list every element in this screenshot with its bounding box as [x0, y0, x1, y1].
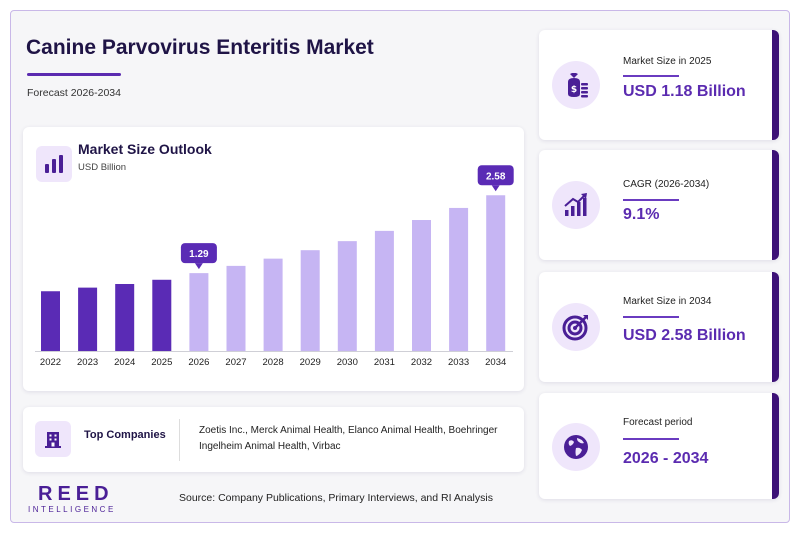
growth-chart-icon — [552, 181, 600, 229]
bar-2033 — [449, 207, 469, 351]
x-tick-label-2032: 2032 — [411, 357, 432, 368]
companies-list: Zoetis Inc., Merck Animal Health, Elanco… — [199, 425, 498, 452]
x-tick-label-2026: 2026 — [188, 357, 209, 368]
logo-tagline: INTELLIGENCE — [28, 505, 116, 514]
companies-card: Top Companies Zoetis Inc., Merck Animal … — [23, 407, 524, 472]
chart-title: Market Size Outlook — [78, 141, 212, 157]
companies-divider — [179, 419, 180, 461]
bar-2031 — [374, 230, 394, 351]
source-note: Source: Company Publications, Primary In… — [179, 492, 493, 504]
x-tick-label-2030: 2030 — [337, 357, 358, 368]
x-tick-label-2028: 2028 — [263, 357, 284, 368]
kpi-value: 9.1% — [623, 206, 660, 223]
data-label-2034: 2.58 — [477, 165, 514, 192]
svg-text:1.29: 1.29 — [189, 249, 209, 260]
globe-icon — [552, 423, 600, 471]
x-tick-label-2024: 2024 — [114, 357, 135, 368]
kpi-divider — [623, 75, 679, 77]
x-tick-label-2022: 2022 — [40, 357, 61, 368]
bar-2023 — [78, 287, 98, 351]
companies-title: Top Companies — [84, 429, 166, 441]
bar-2028 — [263, 258, 283, 351]
bar-2030 — [337, 241, 357, 351]
x-tick-label-2027: 2027 — [225, 357, 246, 368]
kpi-label: Market Size in 2034 — [623, 296, 712, 307]
bar-2026 — [189, 273, 209, 351]
bar-2025 — [152, 279, 172, 351]
bar-2029 — [300, 250, 320, 351]
kpi-value: 2026 - 2034 — [623, 450, 709, 467]
bar-chart: 2022 2023 2024 2025 2026 2027 2028 2029 2030 2031… — [35, 165, 514, 368]
x-tick-label-2033: 2033 — [448, 357, 469, 368]
bar-2022 — [41, 291, 60, 351]
chart-card: Market Size Outlook USD Billion 2022 2023… — [23, 127, 524, 391]
svg-text:2.58: 2.58 — [486, 171, 506, 182]
kpi-label: Forecast period — [623, 417, 693, 428]
bar-2027 — [226, 265, 246, 351]
money-bag-icon: $ — [552, 61, 600, 109]
data-label-2026: 1.29 — [180, 243, 217, 270]
x-tick-label-2031: 2031 — [374, 357, 395, 368]
bar-2034 — [486, 195, 506, 351]
kpi-value: USD 1.18 Billion — [623, 83, 746, 100]
chart-unit: USD Billion — [78, 162, 127, 173]
kpi-card-market-size-2025: $ Market Size in 2025 USD 1.18 Billion — [539, 30, 779, 140]
kpi-card-cagr: CAGR (2026-2034) 9.1% — [539, 150, 779, 260]
kpi-card-forecast-period: Forecast period 2026 - 2034 — [539, 393, 779, 499]
target-icon — [552, 303, 600, 351]
kpi-value: USD 2.58 Billion — [623, 327, 746, 344]
kpi-card-market-size-2034: Market Size in 2034 USD 2.58 Billion — [539, 272, 779, 382]
building-icon — [35, 421, 71, 457]
x-tick-label-2025: 2025 — [151, 357, 172, 368]
x-tick-label-2034: 2034 — [485, 357, 506, 368]
logo-wordmark: REED — [38, 483, 114, 505]
bar-2024 — [115, 283, 135, 351]
kpi-divider — [623, 199, 679, 201]
kpi-label: Market Size in 2025 — [623, 56, 712, 67]
bar-2032 — [412, 220, 431, 351]
kpi-divider — [623, 316, 679, 318]
page-subtitle: Forecast 2026-2034 — [27, 87, 121, 99]
x-tick-label-2029: 2029 — [300, 357, 321, 368]
bar-chart-icon — [36, 146, 72, 182]
page-title: Canine Parvovirus Enteritis Market — [26, 36, 374, 59]
kpi-divider — [623, 438, 679, 440]
x-tick-label-2023: 2023 — [77, 357, 98, 368]
svg-text:$: $ — [571, 85, 577, 95]
title-underline — [27, 73, 121, 76]
kpi-label: CAGR (2026-2034) — [623, 179, 710, 190]
